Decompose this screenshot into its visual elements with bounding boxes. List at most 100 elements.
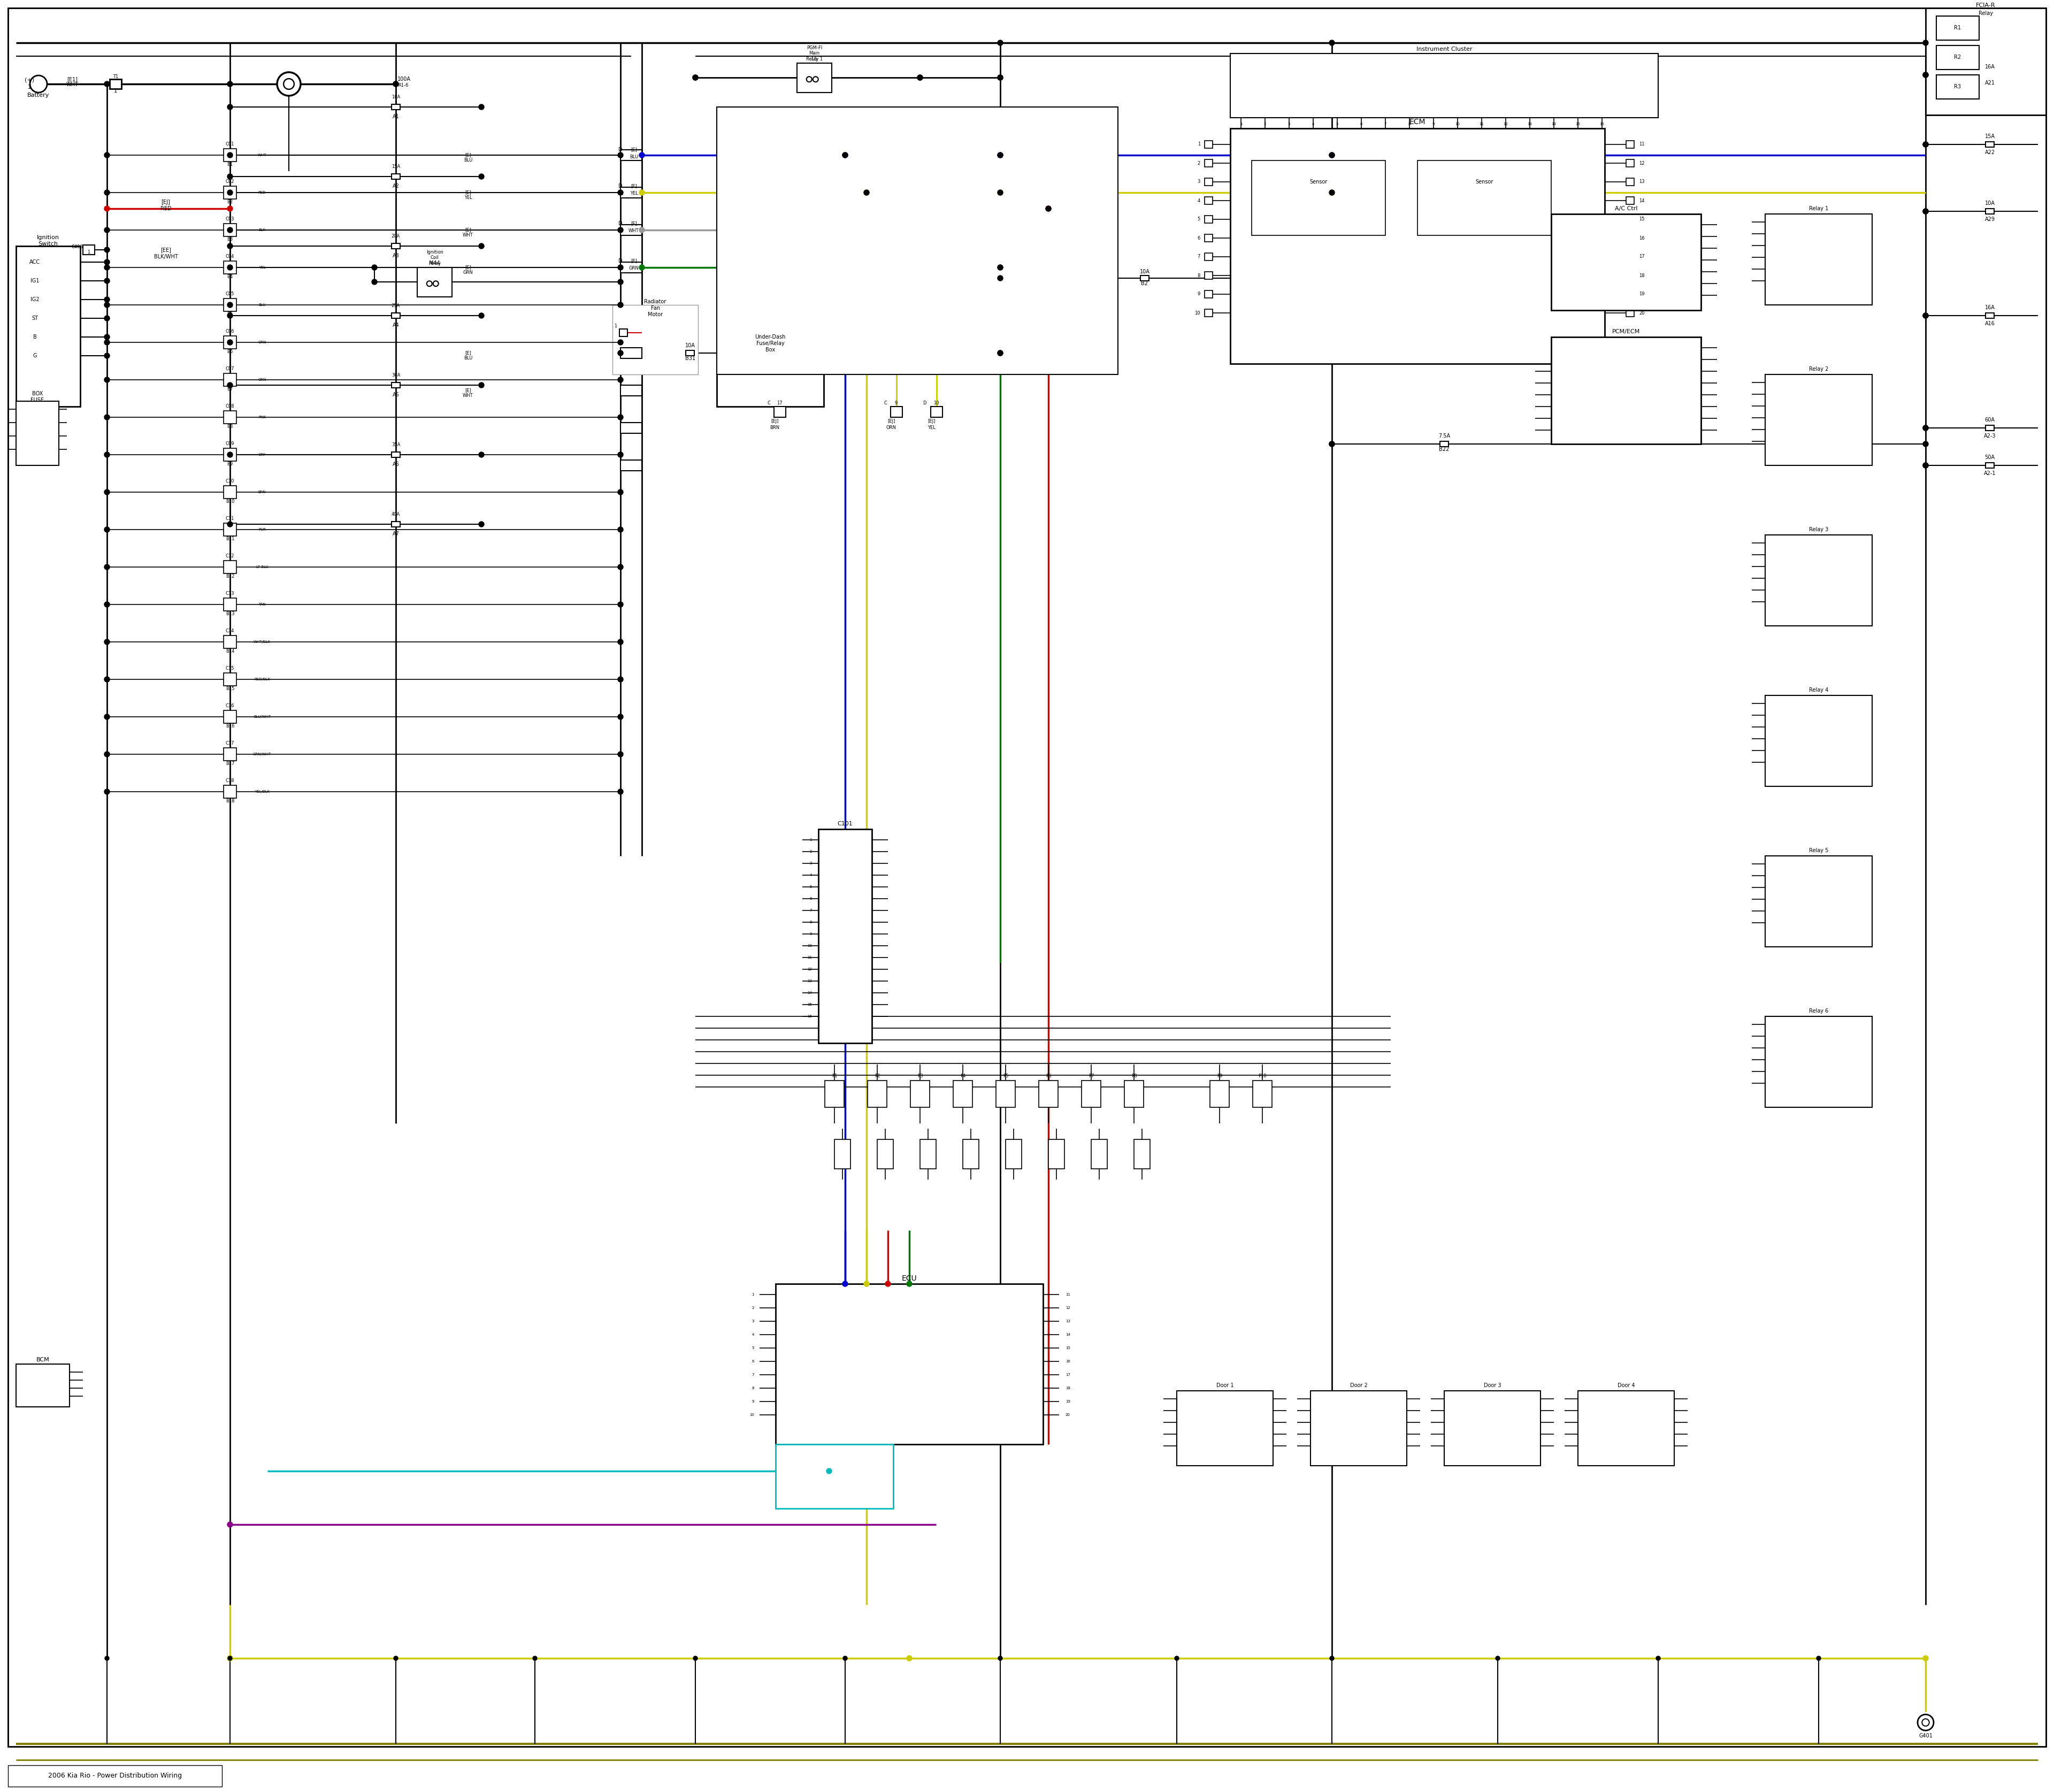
Text: 17: 17 — [776, 401, 783, 405]
Text: B8: B8 — [228, 425, 232, 430]
Circle shape — [807, 77, 811, 82]
Text: 18: 18 — [1639, 272, 1645, 278]
Text: [E1]: [E1] — [68, 77, 78, 82]
Text: 8: 8 — [752, 1387, 754, 1391]
Bar — [224, 262, 236, 274]
Text: 1: 1 — [88, 249, 90, 254]
Text: 40A: 40A — [392, 513, 401, 518]
Text: 7: 7 — [1197, 254, 1200, 260]
Text: A22: A22 — [1984, 151, 1994, 156]
Text: YEL/BLK: YEL/BLK — [255, 790, 269, 794]
Text: G: G — [33, 353, 37, 358]
Text: 9: 9 — [896, 401, 898, 405]
Text: WHT: WHT — [66, 82, 78, 88]
Text: B17: B17 — [226, 762, 234, 767]
Text: B15: B15 — [226, 686, 234, 692]
Text: Door 2: Door 2 — [1349, 1383, 1368, 1389]
Circle shape — [639, 265, 645, 271]
Bar — [224, 299, 236, 312]
Text: A4: A4 — [392, 323, 398, 328]
Circle shape — [1923, 314, 1929, 319]
Circle shape — [692, 75, 698, 81]
Text: BLK/WHT: BLK/WHT — [154, 254, 179, 260]
Bar — [1764, 375, 1871, 466]
Text: P4: P4 — [959, 1073, 965, 1079]
Bar — [392, 244, 401, 249]
Text: 11: 11 — [807, 955, 811, 959]
Circle shape — [1329, 152, 1335, 158]
Text: BLU/WHT: BLU/WHT — [253, 715, 271, 719]
Text: 13: 13 — [807, 980, 811, 982]
Bar — [1140, 276, 1148, 281]
Text: 4: 4 — [1197, 199, 1200, 202]
Bar — [392, 521, 401, 527]
Bar — [1091, 1140, 1107, 1168]
Circle shape — [826, 1468, 832, 1473]
Text: 16: 16 — [1066, 1360, 1070, 1364]
Text: P8: P8 — [1132, 1073, 1136, 1079]
Text: D: D — [618, 183, 622, 188]
Text: 13: 13 — [1528, 122, 1532, 125]
Bar — [826, 1081, 844, 1107]
Bar — [1551, 337, 1701, 444]
Text: Under-Dash: Under-Dash — [756, 335, 785, 340]
Text: Radiator: Radiator — [645, 299, 665, 305]
Circle shape — [1045, 206, 1052, 211]
Text: D: D — [922, 401, 926, 405]
Text: 4: 4 — [809, 873, 811, 876]
Circle shape — [865, 1281, 869, 1287]
Text: YEL: YEL — [631, 192, 639, 195]
Text: Relay 6: Relay 6 — [1810, 1009, 1828, 1014]
Circle shape — [1923, 441, 1929, 446]
Bar — [953, 1081, 972, 1107]
Text: FCIA-R: FCIA-R — [1976, 2, 1994, 7]
Bar — [797, 63, 832, 93]
Text: WHT: WHT — [462, 394, 472, 398]
Bar — [1927, 7, 2046, 115]
Circle shape — [427, 281, 431, 287]
Circle shape — [1923, 1719, 1929, 1726]
Circle shape — [1175, 1656, 1179, 1661]
Text: RED: RED — [160, 206, 170, 211]
Circle shape — [1329, 152, 1335, 158]
Circle shape — [105, 1656, 109, 1661]
Text: 5: 5 — [1335, 122, 1339, 125]
Text: 2: 2 — [1263, 122, 1265, 125]
Bar — [1986, 314, 1994, 319]
Circle shape — [885, 1281, 891, 1287]
Text: Sensor: Sensor — [1475, 179, 1493, 185]
Circle shape — [1656, 1656, 1660, 1661]
Text: YEL: YEL — [464, 195, 472, 201]
Circle shape — [1923, 462, 1929, 468]
Circle shape — [479, 104, 485, 109]
Circle shape — [1923, 208, 1929, 213]
Text: B1: B1 — [228, 163, 232, 167]
Bar — [224, 747, 236, 760]
Text: 15: 15 — [807, 1004, 811, 1005]
Text: Fan: Fan — [651, 305, 659, 310]
Circle shape — [618, 640, 622, 645]
Text: G401: G401 — [1918, 1733, 1933, 1738]
Text: 30A: 30A — [392, 373, 401, 378]
Bar — [612, 305, 698, 375]
Circle shape — [618, 152, 622, 158]
Circle shape — [618, 715, 622, 719]
Text: 2: 2 — [1197, 161, 1200, 165]
Text: B2: B2 — [1142, 281, 1148, 287]
Bar — [1253, 1081, 1271, 1107]
Text: A1: A1 — [392, 115, 398, 120]
Text: 9: 9 — [809, 932, 811, 935]
Bar — [1177, 1391, 1273, 1466]
Text: C03: C03 — [226, 217, 234, 222]
Bar — [16, 246, 80, 407]
Circle shape — [998, 152, 1002, 158]
Circle shape — [618, 452, 622, 457]
Text: 10A: 10A — [1984, 201, 1994, 206]
Text: P2: P2 — [875, 1073, 879, 1079]
Text: PNK: PNK — [259, 416, 265, 419]
Circle shape — [1329, 190, 1335, 195]
Text: [E]: [E] — [631, 220, 637, 226]
Bar — [776, 1283, 1043, 1444]
Bar — [1937, 75, 1980, 99]
Text: B18: B18 — [226, 799, 234, 805]
